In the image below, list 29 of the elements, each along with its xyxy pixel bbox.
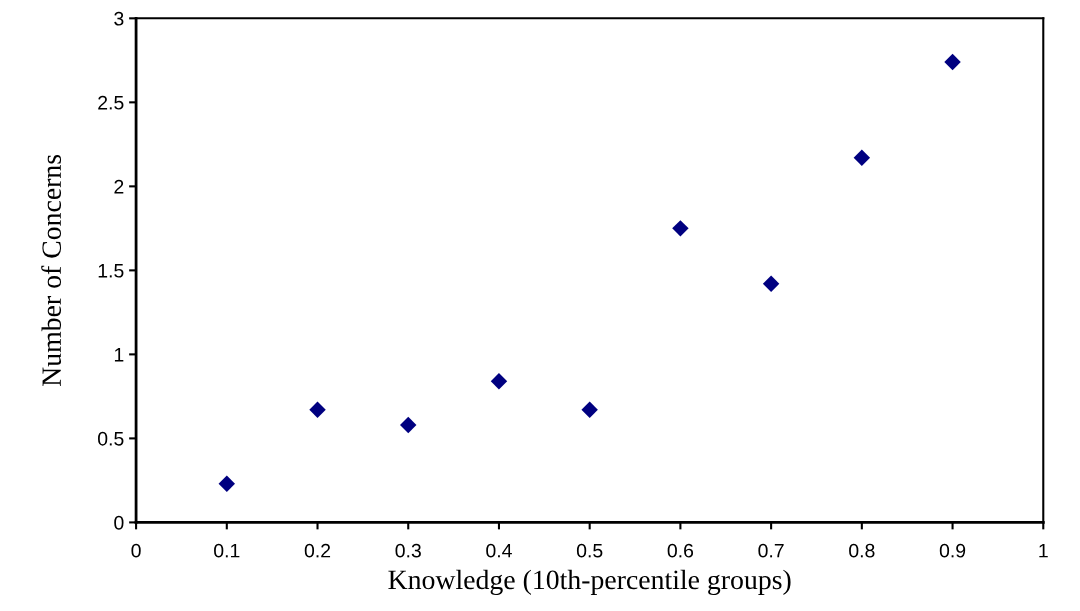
point bbox=[400, 416, 417, 434]
y-tick-label: 1.5 bbox=[98, 264, 124, 278]
y-tick-label: 2.5 bbox=[98, 95, 124, 110]
x-tick-label: 0.7 bbox=[758, 543, 784, 558]
x-tick-label: 0.8 bbox=[849, 543, 875, 558]
y-tick-label: 2 bbox=[114, 179, 124, 194]
point bbox=[944, 53, 961, 71]
y-tick-label: 0 bbox=[114, 515, 124, 530]
x-tick-label: 1 bbox=[1039, 543, 1048, 558]
point bbox=[490, 373, 508, 390]
x-tick-label: 0.1 bbox=[214, 543, 240, 558]
y-tick-label: 3 bbox=[114, 11, 124, 26]
x-tick-label: 0.9 bbox=[939, 543, 966, 558]
point bbox=[672, 220, 689, 237]
point bbox=[853, 149, 871, 167]
x-tick-label: 0.6 bbox=[667, 543, 694, 558]
x-tick-label: 0.5 bbox=[576, 543, 603, 558]
point bbox=[581, 401, 598, 419]
y-tick-label: 1 bbox=[114, 348, 124, 362]
point bbox=[762, 275, 780, 293]
x-tick-label: 0.4 bbox=[486, 543, 512, 558]
y-axis-title: Number of Concerns bbox=[41, 154, 62, 387]
y-tick-label: 0.5 bbox=[98, 431, 124, 446]
x-tick-label: 0.3 bbox=[395, 543, 421, 558]
point bbox=[218, 475, 236, 492]
x-tick-label: 0 bbox=[131, 543, 141, 558]
x-tick-label: 0.2 bbox=[304, 543, 331, 558]
x-axis-title: Knowledge (10th-percentile groups) bbox=[388, 569, 791, 595]
point bbox=[309, 401, 326, 419]
